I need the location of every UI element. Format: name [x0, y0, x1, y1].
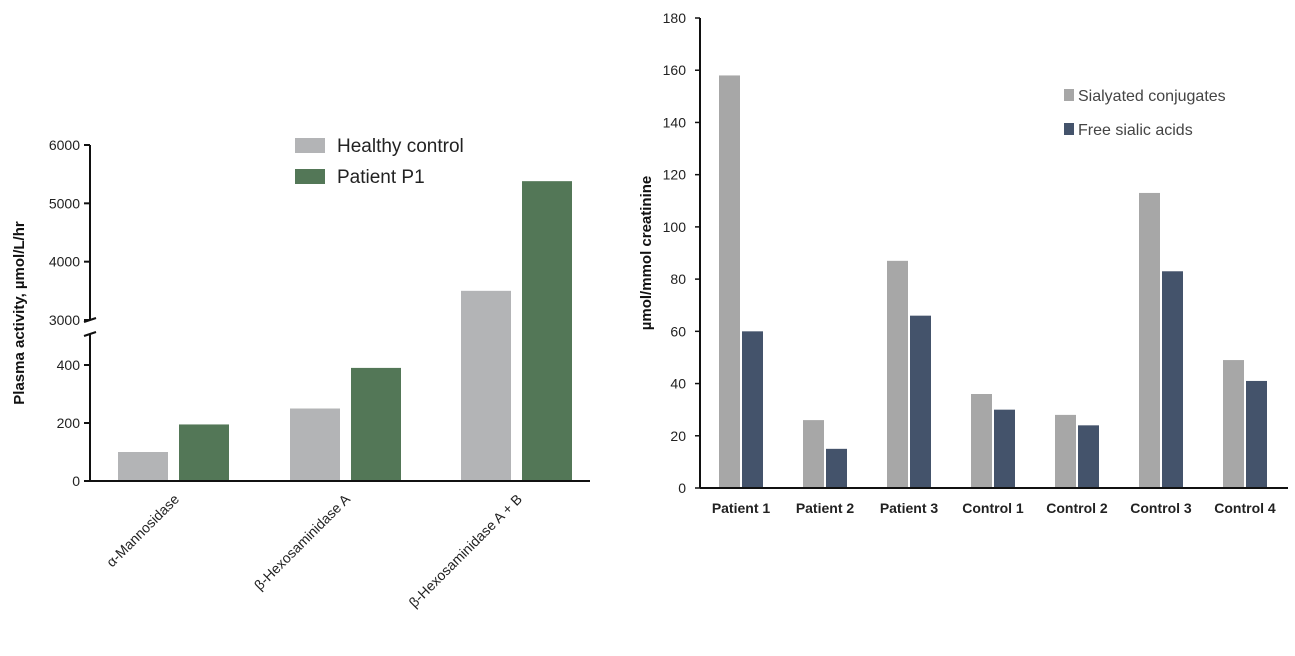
left-y-axis-label: Plasma activity, µmol/L/hr [11, 221, 28, 405]
right-xtick-label: Control 3 [1130, 500, 1192, 516]
left-ytick-label: 5000 [49, 195, 80, 211]
right-ytick-label: 60 [670, 323, 686, 339]
right-xtick-label: Control 4 [1214, 500, 1276, 516]
left-legend: Healthy control Patient P1 [295, 136, 464, 188]
bar-patient-2-free-sialic-acids [826, 448, 847, 488]
right-ytick-label: 120 [663, 167, 687, 183]
bar-control-2-free-sialic-acids [1078, 425, 1099, 488]
bar-control-4-free-sialic-acids [1246, 380, 1267, 488]
left-ytick-label: 3000 [49, 312, 80, 328]
bar-control-1-sialyated-conjugates [971, 394, 992, 488]
right-ytick-label: 0 [678, 480, 686, 496]
right-ytick-label: 40 [670, 376, 686, 392]
right-xtick-label: Patient 3 [880, 500, 939, 516]
right-xtick-label: Patient 1 [712, 500, 771, 516]
left-xtick-label: α-Mannosidase [103, 491, 182, 570]
bar-patient-2-sialyated-conjugates [803, 420, 824, 488]
left-ytick-label: 200 [57, 415, 81, 431]
left-xtick-label: β-Hexosaminidase A [251, 490, 354, 593]
bar-hexosaminidase-a-b-healthy-control [461, 290, 511, 481]
bar-control-4-sialyated-conjugates [1223, 360, 1244, 488]
bar-patient-3-sialyated-conjugates [887, 260, 908, 488]
axis-break-mark-bottom [83, 331, 97, 337]
bar-mannosidase-patient-p1 [179, 424, 229, 481]
bar-control-3-sialyated-conjugates [1139, 192, 1160, 488]
bar-control-1-free-sialic-acids [994, 409, 1015, 488]
bar-hexosaminidase-a-healthy-control [290, 408, 340, 481]
legend-label-healthy-control: Healthy control [337, 136, 464, 157]
left-ytick-label: 6000 [49, 137, 80, 153]
bar-mannosidase-healthy-control [118, 452, 168, 481]
legend-swatch-sialyated-conjugates [1064, 89, 1074, 101]
bar-patient-1-free-sialic-acids [742, 331, 763, 488]
right-ytick-label: 160 [663, 62, 687, 78]
right-ytick-label: 80 [670, 271, 686, 287]
legend-swatch-patient-p1 [295, 169, 325, 184]
bar-patient-3-free-sialic-acids [910, 315, 931, 488]
left-ytick-label: 0 [72, 473, 80, 489]
right-ytick-label: 180 [663, 10, 687, 26]
right-xtick-label: Control 2 [1046, 500, 1108, 516]
right-ytick-label: 100 [663, 219, 687, 235]
bar-control-2-sialyated-conjugates [1055, 414, 1076, 488]
right-y-axis-label: µmol/mmol creatinine [638, 176, 655, 331]
left-xtick-label: β-Hexosaminidase A + B [405, 491, 525, 611]
legend-swatch-free-sialic-acids [1064, 123, 1074, 135]
legend-swatch-healthy-control [295, 138, 325, 153]
right-ytick-label: 20 [670, 428, 686, 444]
right-ytick-label: 140 [663, 114, 687, 130]
bar-control-3-free-sialic-acids [1162, 271, 1183, 488]
right-chart: 0 20 40 60 80 100 120 140 160 180 Patient 1 Patien… [638, 10, 1288, 516]
legend-label-free-sialic-acids: Free sialic acids [1078, 122, 1193, 139]
bar-patient-1-sialyated-conjugates [719, 75, 740, 488]
left-chart: 0 200 400 3000 4000 5000 6000 α-Mannosidase β-H… [11, 136, 590, 610]
bar-hexosaminidase-a-b-patient-p1 [522, 181, 572, 481]
right-xtick-label: Control 1 [962, 500, 1024, 516]
legend-label-patient-p1: Patient P1 [337, 167, 425, 188]
right-xtick-label: Patient 2 [796, 500, 855, 516]
right-legend: Sialyated conjugates Free sialic acids [1064, 88, 1226, 139]
bar-hexosaminidase-a-patient-p1 [351, 367, 401, 481]
left-ytick-label: 4000 [49, 254, 80, 270]
legend-label-sialyated-conjugates: Sialyated conjugates [1078, 88, 1226, 105]
left-ytick-label: 400 [57, 357, 81, 373]
